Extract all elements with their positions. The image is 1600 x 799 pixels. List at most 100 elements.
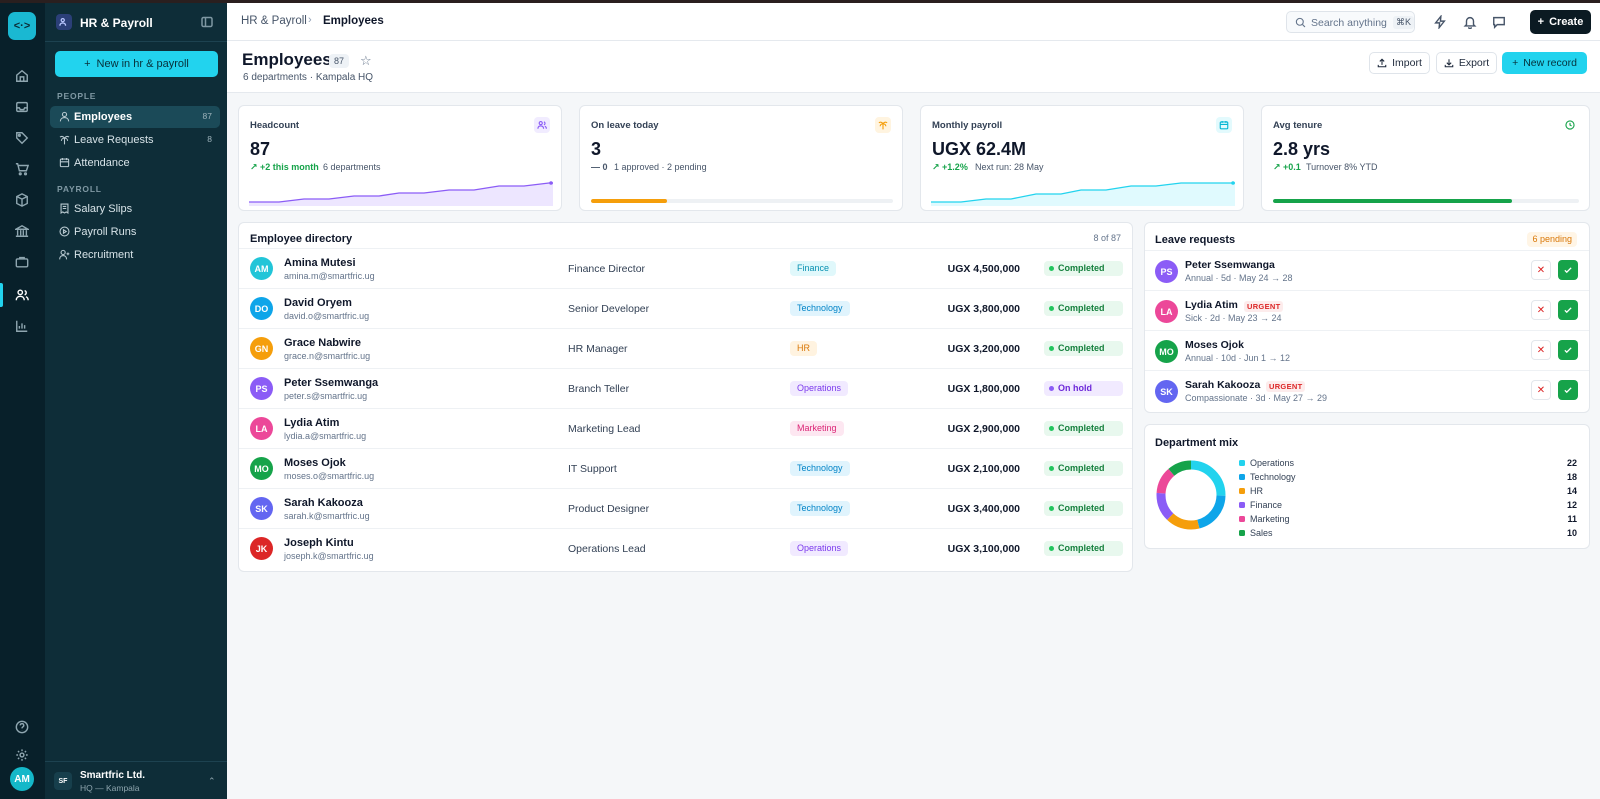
- employee-salary: UGX 2,900,000: [947, 423, 1020, 435]
- employee-name[interactable]: Sarah Kakooza: [284, 497, 363, 509]
- sidebar-item-salary-slips[interactable]: Salary Slips: [50, 198, 220, 220]
- topbar: HR & Payroll › Employees Search anything…: [227, 3, 1600, 41]
- sidebar: HR & Payroll + New in hr & payroll PEOPL…: [45, 3, 227, 799]
- chat-icon[interactable]: [1492, 15, 1506, 29]
- avatar: GN: [250, 337, 273, 360]
- employee-name[interactable]: Joseph Kintu: [284, 537, 354, 549]
- employee-salary: UGX 3,200,000: [947, 343, 1020, 355]
- approve-button[interactable]: [1558, 380, 1578, 400]
- kpi-card-on-leave[interactable]: On leave today 3 — 0 1 approved · 2 pend…: [579, 105, 903, 211]
- table-row[interactable]: JK Joseph Kintu joseph.k@smartfric.ug Opera…: [239, 528, 1132, 568]
- employee-name[interactable]: Grace Nabwire: [284, 337, 362, 349]
- kpi-delta: ↗ +0.1: [1273, 162, 1301, 172]
- status-dot: [1049, 506, 1054, 511]
- kpi-card-avg-tenure[interactable]: Avg tenure 2.8 yrs ↗ +0.1 Turnover 8% YT…: [1261, 105, 1590, 211]
- table-row[interactable]: LA Lydia Atim lydia.a@smartfric.ug Marketin…: [239, 408, 1132, 448]
- kpi-note: 1 approved · 2 pending: [614, 162, 707, 172]
- org-switcher[interactable]: SF Smartfric Ltd. HQ — Kampala ⌃: [45, 761, 227, 799]
- box-icon[interactable]: [12, 190, 32, 210]
- status-dot: [1049, 466, 1054, 471]
- status-label: On hold: [1058, 383, 1092, 393]
- kpi-card-headcount[interactable]: Headcount 87 ↗ +2 this month 6 departmen…: [238, 105, 562, 211]
- kpi-sparkline: [249, 181, 553, 206]
- sidebar-item-leave-requests[interactable]: Leave Requests 8: [50, 129, 220, 151]
- employee-name[interactable]: Peter Ssemwanga: [284, 377, 379, 389]
- export-button[interactable]: Export: [1436, 52, 1497, 74]
- cart-icon[interactable]: [12, 159, 32, 179]
- kpi-delta: ↗ +1.2%: [932, 162, 968, 172]
- inbox-icon[interactable]: [12, 97, 32, 117]
- employee-name[interactable]: Lydia Atim: [284, 417, 340, 429]
- help-icon[interactable]: [12, 717, 32, 737]
- reject-button[interactable]: ✕: [1531, 300, 1551, 320]
- user-plus-icon: [59, 249, 70, 260]
- import-button[interactable]: Import: [1369, 52, 1430, 74]
- employee-email: david.o@smartfric.ug: [284, 311, 370, 321]
- table-row[interactable]: DO David Oryem david.o@smartfric.ug Senior …: [239, 288, 1132, 328]
- create-label: Create: [1549, 16, 1584, 28]
- page-count-badge: 87: [329, 54, 350, 68]
- app-logo-icon[interactable]: <·>: [8, 12, 36, 40]
- sidebar-item-count: 8: [207, 134, 212, 144]
- breadcrumb-module[interactable]: HR & Payroll: [241, 15, 307, 27]
- employee-name[interactable]: Moses Ojok: [284, 457, 346, 469]
- table-row[interactable]: SK Sarah Kakooza sarah.k@smartfric.ug Produ…: [239, 488, 1132, 528]
- approve-button[interactable]: [1558, 260, 1578, 280]
- department-badge: Technology: [790, 501, 850, 516]
- urgent-badge: URGENT: [1244, 301, 1284, 312]
- table-row[interactable]: GN Grace Nabwire grace.n@smartfric.ug HR Ma…: [239, 328, 1132, 368]
- new-in-module-button[interactable]: + New in hr & payroll: [55, 51, 218, 77]
- leave-employee-name[interactable]: Sarah Kakooza: [1185, 379, 1261, 391]
- pending-badge: 6 pending: [1527, 232, 1577, 247]
- new-record-button[interactable]: + New record: [1502, 52, 1587, 74]
- user-avatar[interactable]: AM: [10, 767, 34, 791]
- plus-icon: +: [1537, 16, 1545, 28]
- bank-icon[interactable]: [12, 221, 32, 241]
- approve-button[interactable]: [1558, 300, 1578, 320]
- global-search-input[interactable]: Search anything ⌘K: [1286, 11, 1415, 33]
- kpi-card-monthly-payroll[interactable]: Monthly payroll UGX 62.4M ↗ +1.2% Next r…: [920, 105, 1244, 211]
- sidebar-item-attendance[interactable]: Attendance: [50, 152, 220, 174]
- employee-name[interactable]: Amina Mutesi: [284, 257, 356, 269]
- reject-button[interactable]: ✕: [1531, 380, 1551, 400]
- leave-employee-name[interactable]: Peter Ssemwanga: [1185, 259, 1275, 271]
- kpi-note: Turnover 8% YTD: [1306, 162, 1378, 172]
- briefcase-icon[interactable]: [12, 252, 32, 272]
- download-icon: [1444, 59, 1454, 68]
- reject-button[interactable]: ✕: [1531, 260, 1551, 280]
- bell-icon[interactable]: [1463, 15, 1477, 30]
- table-row[interactable]: PS Peter Ssemwanga peter.s@smartfric.ug Bra…: [239, 368, 1132, 408]
- people-icon: [56, 14, 72, 30]
- leave-employee-name[interactable]: Moses Ojok: [1185, 339, 1244, 351]
- avatar: SK: [1155, 380, 1178, 403]
- sidebar-item-recruitment[interactable]: Recruitment: [50, 244, 220, 266]
- reject-button[interactable]: ✕: [1531, 340, 1551, 360]
- sidebar-item-payroll-runs[interactable]: Payroll Runs: [50, 221, 220, 243]
- approve-button[interactable]: [1558, 340, 1578, 360]
- department-badge: HR: [790, 341, 817, 356]
- create-button[interactable]: + Create: [1530, 10, 1591, 34]
- collapse-sidebar-icon[interactable]: [201, 16, 213, 28]
- bar-chart-icon[interactable]: [12, 316, 32, 336]
- sidebar-item-employees[interactable]: Employees 87: [50, 106, 220, 128]
- kpi-delta: ↗ +2 this month: [250, 162, 319, 172]
- employee-name[interactable]: David Oryem: [284, 297, 352, 309]
- leave-detail: Compassionate · 3d · May 27 → 29: [1185, 393, 1328, 403]
- department-mix-panel: Department mix Operations 22 Technology 18 H…: [1144, 424, 1590, 549]
- status-label: Completed: [1058, 543, 1105, 553]
- table-row[interactable]: AM Amina Mutesi amina.m@smartfric.ug Financ…: [239, 248, 1132, 288]
- table-row[interactable]: MO Moses Ojok moses.o@smartfric.ug IT Suppo…: [239, 448, 1132, 488]
- leave-request-row: MO Moses Ojok Annual · 10d · Jun 1 → 12 ✕: [1145, 330, 1589, 370]
- settings-icon[interactable]: [12, 745, 32, 765]
- leave-request-row: SK Sarah Kakooza Compassionate · 3d · May …: [1145, 370, 1589, 410]
- sidebar-item-count: 87: [202, 111, 212, 121]
- lightning-icon[interactable]: [1433, 14, 1447, 30]
- tag-icon[interactable]: [12, 128, 32, 148]
- org-location: HQ — Kampala: [80, 783, 140, 793]
- kpi-delta-value: +0.1: [1283, 162, 1301, 172]
- leave-employee-name[interactable]: Lydia Atim: [1185, 299, 1238, 311]
- home-icon[interactable]: [12, 66, 32, 86]
- star-icon[interactable]: ☆: [360, 53, 372, 68]
- users-icon[interactable]: [12, 285, 32, 305]
- legend-swatch: [1239, 488, 1245, 494]
